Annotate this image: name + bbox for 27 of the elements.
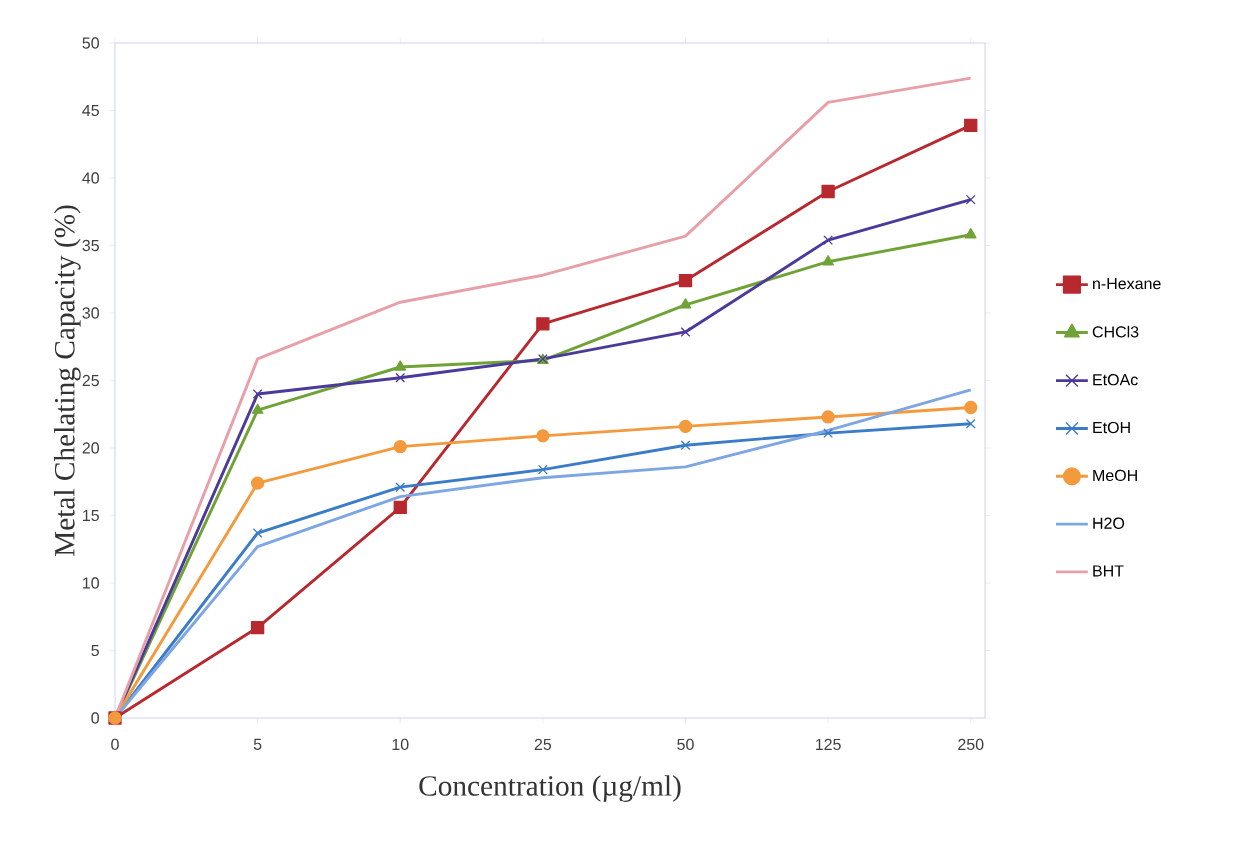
x-tick-label: 50 xyxy=(677,738,694,751)
y-tick-label: 20 xyxy=(82,442,99,454)
legend-label: MeOH xyxy=(1093,469,1137,482)
x-axis-title: Concentration (µg/ml) xyxy=(419,775,681,802)
y-tick-label: 45 xyxy=(82,104,99,117)
y-tick-label: 30 xyxy=(82,307,99,319)
legend-label: BHT xyxy=(1093,565,1124,577)
y-tick-label: 35 xyxy=(82,239,99,252)
x-tick-label: 250 xyxy=(958,738,984,751)
y-tick-label: 10 xyxy=(83,577,99,589)
y-tick-label: 15 xyxy=(83,509,99,522)
y-tick-label: 40 xyxy=(82,172,99,184)
legend-label: CHCl3 xyxy=(1092,325,1139,338)
y-tick-label: 25 xyxy=(82,374,99,387)
x-tick-label: 125 xyxy=(815,738,841,751)
legend-label: EtOAc xyxy=(1093,374,1138,386)
x-tick-label: 0 xyxy=(111,738,119,751)
legend-label: H2O xyxy=(1093,517,1125,529)
y-axis-title: Metal Chelating Capacity (%) xyxy=(54,205,81,557)
x-tick-label: 25 xyxy=(534,738,552,751)
y-tick-label: 0 xyxy=(91,712,100,724)
x-tick-label: 10 xyxy=(392,738,409,751)
x-tick-label: 5 xyxy=(253,738,262,750)
y-tick-label: 50 xyxy=(82,37,99,49)
legend-label: EtOH xyxy=(1093,421,1130,434)
legend-label: n-Hexane xyxy=(1093,278,1161,290)
y-tick-label: 5 xyxy=(91,644,99,657)
